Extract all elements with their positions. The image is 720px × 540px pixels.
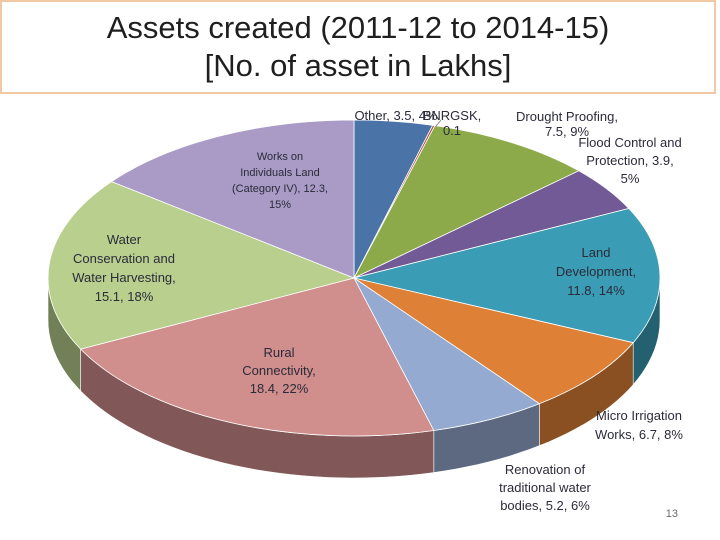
pie-slice-drought-proofing xyxy=(353,125,580,279)
data-label-line: (Category IV), 12.3, xyxy=(232,183,328,195)
data-label-works-on-individuals-land-category-iv-: Works on Individuals Land (Category IV), 1… xyxy=(232,151,328,211)
data-label-line: 0.1 xyxy=(443,123,461,138)
data-label-line: bodies, 5.2, 6% xyxy=(500,498,590,513)
data-label-line: Works on xyxy=(257,151,303,163)
data-label-drought-proofing: Drought Proofing, 7.5, 9% xyxy=(516,109,618,139)
data-label-line: Conservation and xyxy=(73,251,175,266)
pie-top-faces xyxy=(47,119,661,437)
label-leader-line xyxy=(435,119,442,127)
data-label-line: traditional water xyxy=(499,480,591,495)
pie-slice-land-development xyxy=(353,208,661,344)
data-label-line: Micro Irrigation xyxy=(596,408,682,423)
data-label-water-conservation-and-water-harvesting: Water Conservation and Water Harvesting, 15… xyxy=(72,232,176,304)
title-box: Assets created (2011-12 to 2014-15) [No.… xyxy=(0,0,716,94)
data-label-line: Rural xyxy=(263,345,294,360)
pie-slice-renovation-of-traditional-water-bodies xyxy=(353,277,541,431)
data-label-line: 15.1, 18% xyxy=(95,289,154,304)
data-label-land-development: Land Development, 11.8, 14% xyxy=(556,245,636,298)
data-label-bnrgsk: BNRGSK, 0.1 xyxy=(423,108,482,138)
data-label-line: Works, 6.7, 8% xyxy=(595,427,683,442)
data-label-line: Flood Control and xyxy=(578,135,681,150)
data-label-renovation-of-traditional-water-bodies: Renovation of traditional water bodies, 5.… xyxy=(499,462,591,513)
pie-side-walls xyxy=(47,277,661,479)
data-label-line: 11.8, 14% xyxy=(567,283,625,298)
data-label-line: Other, 3.5, 4% xyxy=(354,108,438,123)
data-label-line: 15% xyxy=(269,199,291,211)
data-label-line: Water xyxy=(107,232,142,247)
pie-slice-rural-connectivity xyxy=(79,277,435,437)
pie-slice-works-on-individuals-land-category-iv- xyxy=(110,119,355,279)
data-label-line: Renovation of xyxy=(505,462,586,477)
chart-title-line-2: [No. of asset in Lakhs] xyxy=(204,48,512,83)
pie-labels: Other, 3.5, 4%BNRGSK, 0.1 Drought Proofing… xyxy=(72,108,683,513)
data-label-line: Individuals Land xyxy=(240,167,320,179)
data-label-micro-irrigation-works: Micro Irrigation Works, 6.7, 8% xyxy=(595,408,683,442)
pie-slice-micro-irrigation-works xyxy=(353,277,634,405)
chart-title-line-1: Assets created (2011-12 to 2014-15) xyxy=(106,10,610,45)
data-label-line: Drought Proofing, xyxy=(516,109,618,124)
data-label-line: Development, xyxy=(556,264,636,279)
data-label-line: 18.4, 22% xyxy=(250,381,309,396)
data-label-line: 5% xyxy=(621,171,640,186)
data-label-line: 7.5, 9% xyxy=(545,124,590,139)
data-label-line: Land xyxy=(582,245,611,260)
data-label-rural-connectivity: Rural Connectivity, 18.4, 22% xyxy=(242,345,315,396)
data-label-other: Other, 3.5, 4% xyxy=(354,108,438,123)
data-label-line: Protection, 3.9, xyxy=(586,153,673,168)
pie-slice-water-conservation-and-water-harvesting xyxy=(47,181,356,350)
slide-number: 13 xyxy=(665,508,678,520)
data-label-line: BNRGSK, xyxy=(423,108,482,123)
data-label-line: Connectivity, xyxy=(242,363,315,378)
data-label-line: Water Harvesting, xyxy=(72,270,176,285)
data-label-flood-control-and-protection: Flood Control and Protection, 3.9, 5% xyxy=(578,135,681,186)
